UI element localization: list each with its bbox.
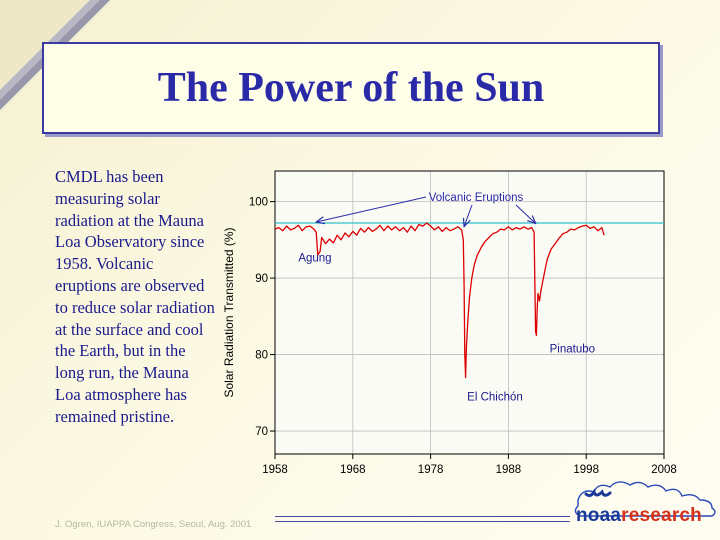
annotation-label-el-chich-n: El Chichón [467, 391, 523, 403]
logo-noaa: noaa [576, 505, 622, 526]
y-tick-label: 90 [255, 273, 268, 285]
footer-rule [275, 516, 570, 522]
annotation-arrow [515, 204, 536, 224]
annotation-label-pinatubo: Pinatubo [550, 343, 595, 355]
annotation-label-agung: Agung [298, 252, 331, 264]
x-tick-label: 1958 [262, 464, 288, 476]
transmission-series-line [274, 222, 605, 379]
title-box: The Power of the Sun [42, 42, 660, 134]
x-tick-label: 1978 [418, 464, 444, 476]
annotation-arrow [316, 196, 427, 222]
plot-area [275, 171, 664, 454]
slide-title: The Power of the Sun [157, 65, 545, 111]
x-tick-label: 1998 [573, 464, 599, 476]
x-tick-label: 1968 [340, 464, 366, 476]
body-text: CMDL has been measuring solar radiation … [55, 167, 215, 426]
y-tick-label: 80 [255, 350, 268, 362]
footer-credit: J. Ogren, IUAPPA Congress, Seoul, Aug. 2… [55, 519, 252, 530]
x-tick-label: 2008 [651, 464, 677, 476]
x-tick-label: 1988 [496, 464, 522, 476]
y-tick-label: 100 [249, 197, 268, 209]
logo-research: research [621, 505, 702, 526]
annotation-volcanic-eruptions: Volcanic Eruptions [429, 192, 524, 204]
annotation-arrow [464, 204, 473, 227]
y-axis-label: Solar Radiation Transmitted (%) [222, 227, 236, 397]
logo-wordmark: noaaresearch [576, 505, 702, 527]
y-tick-label: 70 [255, 426, 268, 438]
noaa-research-logo-icon [574, 481, 716, 517]
plot-frame [274, 170, 665, 455]
